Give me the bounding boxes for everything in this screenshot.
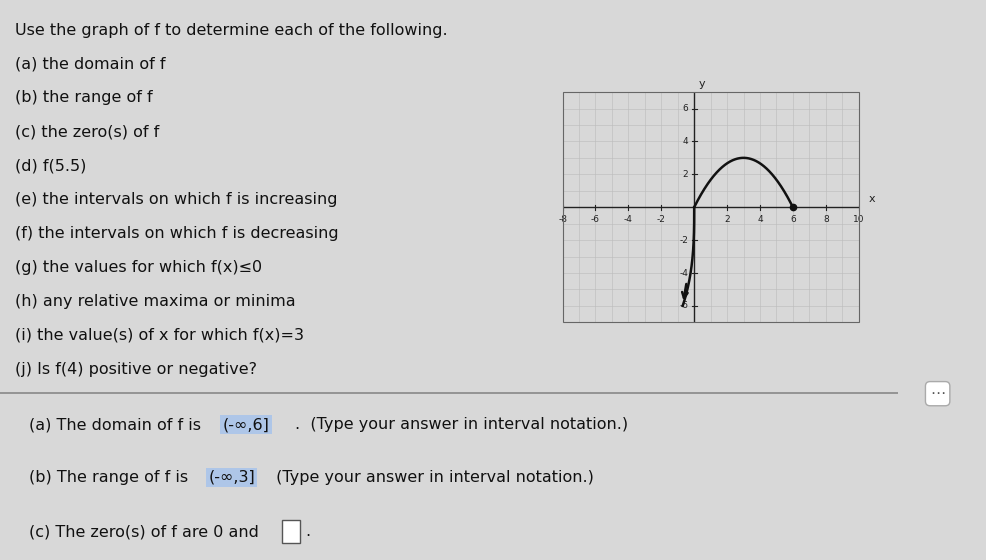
Text: 10: 10	[852, 216, 864, 225]
Text: (c) The zero(s) of f are 0 and: (c) The zero(s) of f are 0 and	[30, 524, 264, 539]
Text: (-∞,3]: (-∞,3]	[208, 470, 254, 485]
Text: -8: -8	[557, 216, 567, 225]
Text: -6: -6	[678, 301, 687, 310]
Text: (h) any relative maxima or minima: (h) any relative maxima or minima	[16, 294, 296, 309]
Text: 6: 6	[682, 104, 687, 113]
Text: 4: 4	[682, 137, 687, 146]
Text: (b) the range of f: (b) the range of f	[16, 90, 153, 105]
Text: -2: -2	[679, 236, 687, 245]
Text: (j) Is f(4) positive or negative?: (j) Is f(4) positive or negative?	[16, 362, 257, 376]
Text: -6: -6	[591, 216, 599, 225]
Text: x: x	[868, 194, 875, 204]
Text: (a) The domain of f is: (a) The domain of f is	[30, 417, 206, 432]
Text: .: .	[305, 524, 310, 539]
Text: 4: 4	[756, 216, 762, 225]
Text: (a) the domain of f: (a) the domain of f	[16, 57, 166, 72]
Bar	[562, 92, 858, 323]
Text: y: y	[697, 79, 704, 89]
Text: (g) the values for which f(x)≤0: (g) the values for which f(x)≤0	[16, 260, 262, 275]
Text: (d) f(5.5): (d) f(5.5)	[16, 158, 87, 173]
Text: Use the graph of f to determine each of the following.: Use the graph of f to determine each of …	[16, 22, 448, 38]
Text: 6: 6	[789, 216, 795, 225]
Text: (c) the zero(s) of f: (c) the zero(s) of f	[16, 124, 160, 139]
Text: (Type your answer in interval notation.): (Type your answer in interval notation.)	[271, 470, 594, 485]
Text: -4: -4	[679, 268, 687, 278]
Text: 8: 8	[822, 216, 828, 225]
Text: -2: -2	[657, 216, 665, 225]
Text: (-∞,6]: (-∞,6]	[223, 417, 269, 432]
Text: (e) the intervals on which f is increasing: (e) the intervals on which f is increasi…	[16, 192, 337, 207]
Text: ⋯: ⋯	[929, 386, 945, 401]
Text: 2: 2	[724, 216, 730, 225]
Text: -4: -4	[623, 216, 632, 225]
Text: 2: 2	[682, 170, 687, 179]
Text: .  (Type your answer in interval notation.): . (Type your answer in interval notation…	[295, 417, 628, 432]
Text: (i) the value(s) of x for which f(x)=3: (i) the value(s) of x for which f(x)=3	[16, 328, 305, 343]
Text: (f) the intervals on which f is decreasing: (f) the intervals on which f is decreasi…	[16, 226, 339, 241]
Text: (b) The range of f is: (b) The range of f is	[30, 470, 193, 485]
